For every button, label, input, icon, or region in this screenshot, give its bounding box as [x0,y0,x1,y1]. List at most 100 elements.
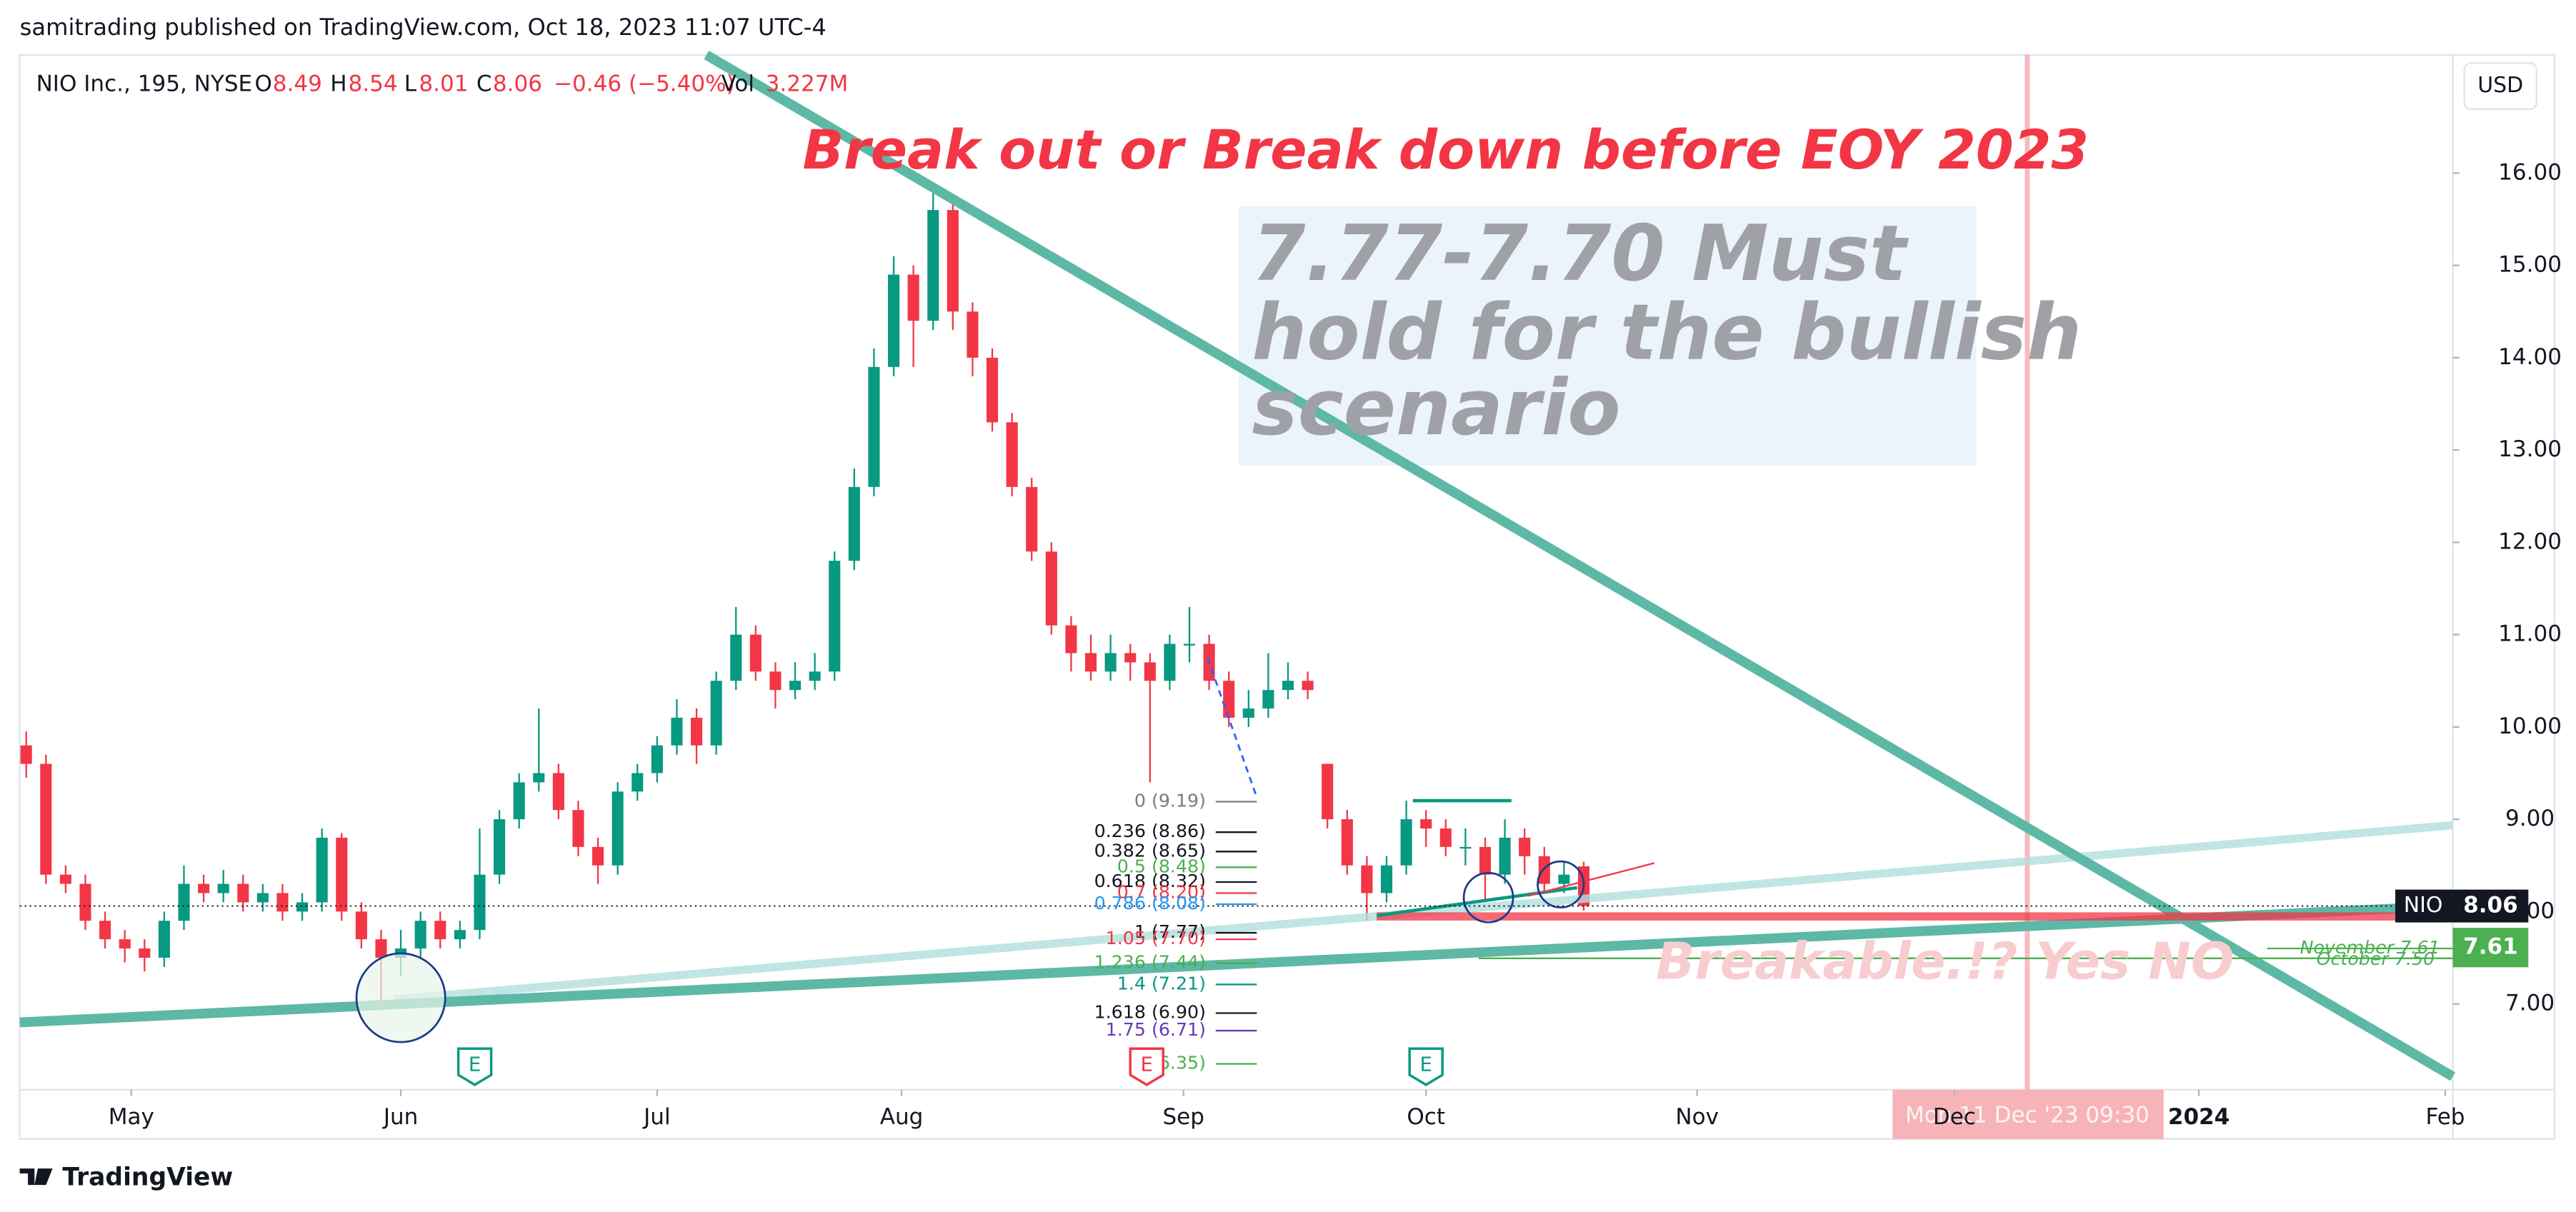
x-tick-label: Aug [880,1104,924,1130]
x-tick-label: Dec [1933,1104,1976,1130]
candle-body [868,366,880,487]
legend-low: 8.01 [419,71,468,96]
candle-body [1144,662,1156,681]
crosshair-time-badge [1892,1089,2164,1139]
candle-body [158,921,170,958]
candle-body [494,819,506,875]
candle-body [887,274,900,367]
alert-price: 7.61 [2463,934,2518,960]
x-tick-label: Jul [642,1104,670,1130]
y-tick-label: 15.00 [2498,252,2562,278]
earnings-label: E [1141,1052,1153,1076]
candle-body [552,773,564,811]
fib-label: 1.236 (7.44) [1094,952,1206,973]
y-tick-label: 13.00 [2498,436,2562,462]
y-tick-label: 16.00 [2498,159,2562,185]
legend-open: 8.49 [273,71,322,96]
candle-body [1538,856,1550,884]
fib-label: 0.7 (8.20) [1117,881,1206,902]
candle-body [1124,653,1137,663]
candle-body [59,874,71,884]
candle-body [1282,681,1294,691]
note-line: hold for the bullish [1252,288,2082,377]
candle-body [336,837,348,912]
x-tick-label: Feb [2426,1104,2465,1130]
crosshair-time: Mon 11 Dec '23 09:30 [1905,1103,2150,1128]
fib-label: 0 (9.19) [1134,791,1206,811]
candle-body [256,893,269,903]
fib-label: 0.618 (8.32) [1094,871,1206,891]
publisher-line: samitrading published on TradingView.com… [20,14,827,41]
candle-body [474,874,486,931]
candle-body [1519,837,1531,856]
y-tick-label: 10.00 [2498,713,2562,739]
candle-body [1065,625,1077,653]
candle-body [1400,819,1412,866]
last-price: 8.06 [2463,893,2518,918]
last-symbol: NIO [2404,893,2443,918]
chart-border [19,54,2556,1140]
currency[interactable]: USD [2477,73,2523,98]
candle-body [20,745,32,764]
candle-body [1084,653,1097,672]
note-line: 7.77-7.70 Must [1252,209,1909,299]
support-zone [1377,912,2453,921]
candle-body [217,883,229,893]
candle-body [749,634,762,672]
candle-body [927,210,939,321]
candle-body [237,883,249,903]
note: 7.77-7.70 Must hold for the bullish scen… [1252,209,2082,453]
candle-body [1322,763,1334,820]
fib-label: 1 (7.77) [1134,921,1206,942]
candle-body [691,717,703,746]
currency-button[interactable] [2463,62,2537,110]
candle-body [375,939,387,958]
legend-o: O [254,71,271,96]
candle-body [1459,846,1472,849]
plot [20,182,1590,1004]
candle-body [789,681,802,691]
candle-body [1439,828,1452,847]
candle-body [1045,551,1057,626]
candle-body [513,782,525,820]
candle-body [730,634,742,681]
candle-body [296,902,309,912]
alert-label: November 7.61 [2300,937,2440,958]
fib-label: 1.05 (7.70) [1106,928,1206,948]
candle-body [1361,865,1373,893]
candle-body [809,671,821,681]
candle-body [631,773,644,792]
legend-symbol: NIO Inc., 195, NYSE [36,71,253,96]
x-tick-label: Sep [1162,1104,1204,1130]
legend-high: 8.54 [349,71,398,96]
candle-body [671,717,683,746]
earnings-label: E [469,1052,481,1076]
candle-body [178,883,190,921]
candle-body [592,846,604,866]
candle-body [79,883,91,921]
y-tick-label: 7.00 [2505,991,2555,1016]
y-tick-label: 11.00 [2498,621,2562,647]
candle-body [1242,708,1254,718]
note-box [1239,206,1977,466]
alert-label: October 7.50 [2317,948,2435,969]
candle-body [533,773,545,783]
x-tick-label: 2024 [2168,1104,2230,1130]
candle-body [1223,681,1235,718]
candle-body [139,948,151,958]
candle-body [1104,653,1117,672]
candle-body [316,837,328,903]
legend-h: H [330,71,346,96]
circle [1462,871,1514,923]
y-tick-label: 12.00 [2498,529,2562,554]
candle-body [1164,643,1176,681]
candle-body [1420,819,1432,829]
candle-body [1380,865,1393,893]
brand: TradingView [19,1163,233,1191]
fib-anchor [1207,657,1258,798]
fib-label: 1.618 (6.90) [1094,1002,1206,1023]
earnings-badge [456,1047,493,1086]
brand-logo [19,1168,53,1186]
candle-body [848,486,860,561]
